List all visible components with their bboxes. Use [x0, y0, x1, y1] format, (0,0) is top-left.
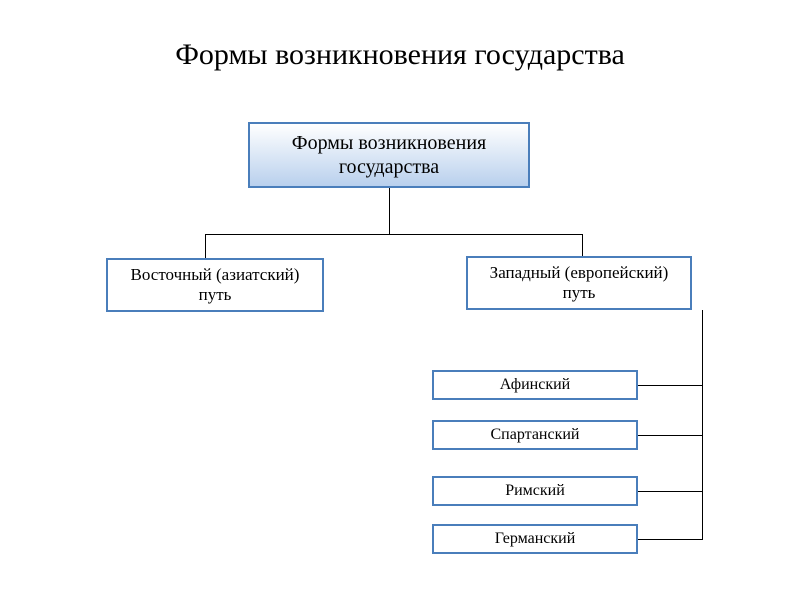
child-box: Спартанский	[432, 420, 638, 450]
page-title: Формы возникновения государства	[0, 38, 800, 72]
root-box: Формы возникновения государства	[248, 122, 530, 188]
connector-line	[205, 234, 583, 235]
child-box: Германский	[432, 524, 638, 554]
child-label: Спартанский	[491, 425, 580, 444]
right-branch-line1: Западный (европейский)	[490, 263, 669, 283]
child-box: Римский	[432, 476, 638, 506]
left-branch-line1: Восточный (азиатский)	[131, 265, 300, 285]
right-branch-line2: путь	[563, 283, 596, 303]
root-line1: Формы возникновения	[292, 131, 486, 155]
connector-line	[205, 234, 206, 258]
slide: Формы возникновения государства Формы во…	[0, 0, 800, 600]
root-line2: государства	[339, 155, 439, 179]
connector-line	[638, 491, 703, 492]
left-branch-line2: путь	[199, 285, 232, 305]
child-label: Афинский	[500, 375, 570, 394]
child-box: Афинский	[432, 370, 638, 400]
connector-line	[389, 188, 390, 234]
connector-line	[638, 435, 703, 436]
connector-line	[702, 310, 703, 540]
child-label: Германский	[495, 529, 576, 548]
child-label: Римский	[505, 481, 565, 500]
left-branch-box: Восточный (азиатский) путь	[106, 258, 324, 312]
connector-line	[638, 385, 703, 386]
connector-line	[582, 234, 583, 256]
connector-line	[638, 539, 703, 540]
right-branch-box: Западный (европейский) путь	[466, 256, 692, 310]
